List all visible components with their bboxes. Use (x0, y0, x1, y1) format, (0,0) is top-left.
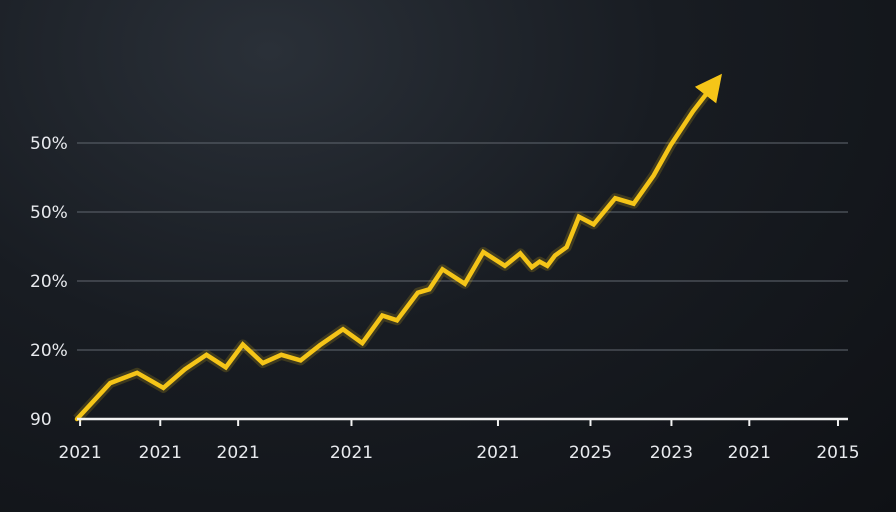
y-tick-label: 50% (30, 203, 68, 223)
y-tick-label: 50% (30, 134, 68, 154)
x-tick-label: 2021 (728, 443, 771, 463)
x-tick-label: 2023 (650, 443, 693, 463)
series-line (74, 73, 723, 422)
y-tick-label: 90 (30, 410, 52, 430)
x-tick-label: 2021 (476, 443, 519, 463)
x-tick-label: 2015 (816, 443, 859, 463)
x-axis-ticks: 2021 2021 2021 2021 2021 2025 2023 2021 2015 (58, 419, 860, 463)
series-line-glow (73, 79, 720, 423)
y-tick-label: 20% (30, 272, 68, 292)
y-tick-label: 20% (30, 341, 68, 361)
x-tick-label: 2021 (217, 443, 260, 463)
x-tick-label: 2021 (139, 443, 182, 463)
series-layer (73, 73, 723, 423)
x-tick-label: 2021 (330, 443, 373, 463)
x-tick-label: 2025 (569, 443, 612, 463)
y-axis-ticks: 90 20% 20% 50% 50% (30, 134, 68, 430)
x-tick-label: 2021 (58, 443, 101, 463)
grid (77, 142, 848, 351)
